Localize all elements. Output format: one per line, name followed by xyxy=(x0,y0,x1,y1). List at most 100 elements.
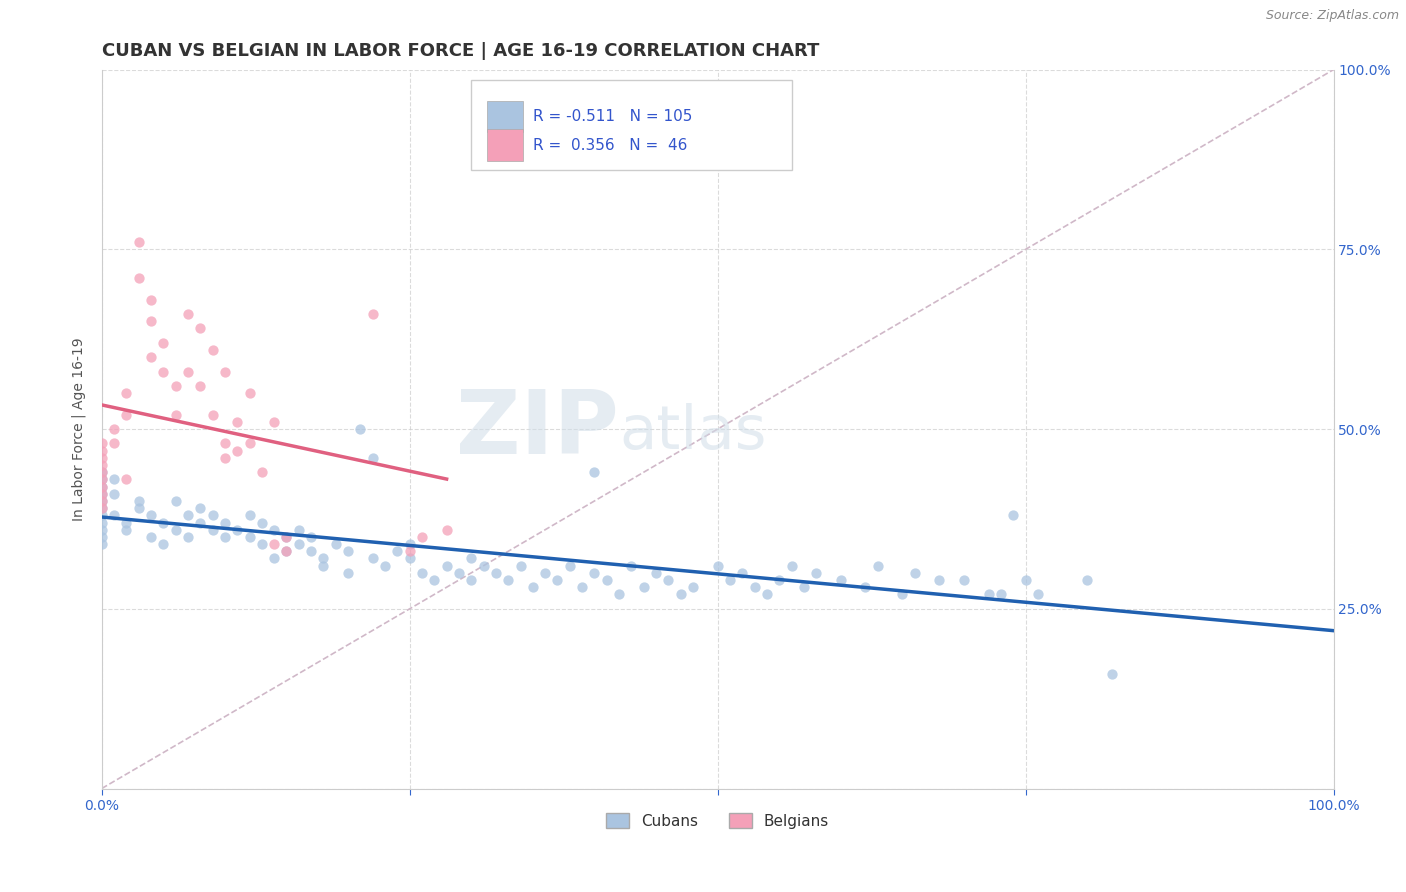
Point xyxy=(238,508,260,523)
Point xyxy=(583,465,606,479)
Point xyxy=(165,523,187,537)
Point xyxy=(349,422,371,436)
Point xyxy=(250,465,273,479)
Point xyxy=(387,544,409,558)
Point xyxy=(214,530,236,544)
Point xyxy=(128,501,150,516)
Point xyxy=(276,530,298,544)
Point xyxy=(201,343,224,357)
Point xyxy=(177,307,200,321)
Point xyxy=(214,516,236,530)
Point xyxy=(682,580,704,594)
Point xyxy=(312,551,335,566)
Point xyxy=(866,558,889,573)
Point xyxy=(990,587,1012,601)
Point xyxy=(1002,508,1025,523)
Point xyxy=(128,271,150,285)
Point xyxy=(90,487,112,501)
Point xyxy=(115,472,138,486)
Point xyxy=(337,566,360,580)
Point xyxy=(90,494,112,508)
Point xyxy=(472,558,495,573)
Point xyxy=(115,408,138,422)
Point xyxy=(645,566,668,580)
Point xyxy=(188,379,211,393)
Y-axis label: In Labor Force | Age 16-19: In Labor Force | Age 16-19 xyxy=(72,337,86,521)
Point xyxy=(436,558,458,573)
Point xyxy=(165,379,187,393)
Point xyxy=(214,450,236,465)
Text: Source: ZipAtlas.com: Source: ZipAtlas.com xyxy=(1265,9,1399,22)
Point xyxy=(276,544,298,558)
Point xyxy=(115,386,138,401)
Point xyxy=(411,566,433,580)
FancyBboxPatch shape xyxy=(488,101,523,132)
Point xyxy=(128,494,150,508)
Point xyxy=(103,508,125,523)
Point xyxy=(398,551,420,566)
Point xyxy=(263,415,285,429)
Point xyxy=(855,580,877,594)
Point xyxy=(139,293,162,307)
Point xyxy=(718,573,741,587)
Point xyxy=(509,558,531,573)
Point xyxy=(90,523,112,537)
Point xyxy=(90,480,112,494)
Point xyxy=(1101,666,1123,681)
Point xyxy=(226,443,249,458)
Point xyxy=(928,573,950,587)
Point xyxy=(214,365,236,379)
Point xyxy=(90,516,112,530)
Point xyxy=(165,408,187,422)
Text: CUBAN VS BELGIAN IN LABOR FORCE | AGE 16-19 CORRELATION CHART: CUBAN VS BELGIAN IN LABOR FORCE | AGE 16… xyxy=(101,42,820,60)
Point xyxy=(607,587,630,601)
Point xyxy=(103,436,125,450)
Point xyxy=(115,516,138,530)
Point xyxy=(755,587,778,601)
Point xyxy=(1076,573,1098,587)
Point xyxy=(250,537,273,551)
Point xyxy=(152,516,174,530)
Point xyxy=(177,530,200,544)
Point xyxy=(325,537,347,551)
Point xyxy=(188,516,211,530)
Point xyxy=(90,465,112,479)
Point xyxy=(90,530,112,544)
Point xyxy=(1014,573,1036,587)
Point xyxy=(288,537,311,551)
Point xyxy=(152,335,174,350)
Point xyxy=(90,487,112,501)
Point xyxy=(891,587,914,601)
Point xyxy=(361,450,384,465)
Point xyxy=(731,566,754,580)
Text: R = -0.511   N = 105: R = -0.511 N = 105 xyxy=(533,109,692,124)
Point xyxy=(188,321,211,335)
Point xyxy=(90,472,112,486)
Point xyxy=(583,566,606,580)
Point xyxy=(103,422,125,436)
Point xyxy=(398,537,420,551)
Point xyxy=(103,487,125,501)
Text: ZIP: ZIP xyxy=(457,385,619,473)
Point xyxy=(337,544,360,558)
Point xyxy=(977,587,1000,601)
Point xyxy=(90,458,112,472)
Point xyxy=(657,573,679,587)
Point xyxy=(139,350,162,364)
FancyBboxPatch shape xyxy=(471,80,792,170)
Point xyxy=(558,558,581,573)
Point xyxy=(953,573,976,587)
Point xyxy=(128,235,150,250)
Point xyxy=(214,436,236,450)
Point xyxy=(152,365,174,379)
Point xyxy=(263,537,285,551)
Text: R =  0.356   N =  46: R = 0.356 N = 46 xyxy=(533,137,688,153)
Point xyxy=(238,436,260,450)
Point xyxy=(633,580,655,594)
Point xyxy=(201,508,224,523)
Point xyxy=(152,537,174,551)
Point xyxy=(1026,587,1049,601)
Point xyxy=(90,450,112,465)
Point xyxy=(744,580,766,594)
Point xyxy=(546,573,568,587)
